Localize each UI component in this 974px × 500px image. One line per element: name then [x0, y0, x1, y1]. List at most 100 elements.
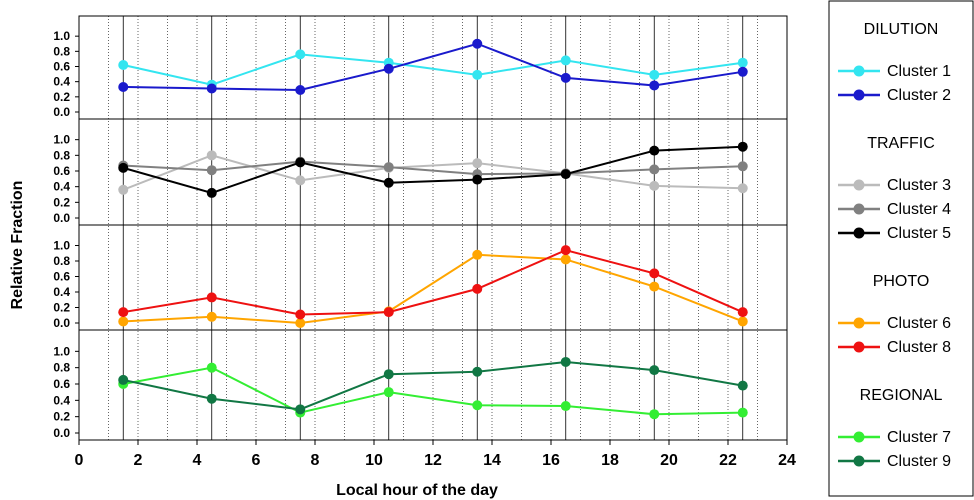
data-point-cluster-9 — [206, 393, 217, 404]
legend-entry-label: Cluster 8 — [887, 339, 951, 356]
data-point-cluster-7 — [560, 401, 571, 412]
x-tick-label: 10 — [365, 452, 383, 469]
data-point-cluster-8 — [737, 307, 748, 318]
x-axis-title: Local hour of the day — [336, 482, 498, 499]
data-point-cluster-9 — [560, 356, 571, 367]
y-tick-label: 0.8 — [53, 148, 70, 162]
legend-entry-label: Cluster 2 — [887, 87, 951, 104]
legend-entry-label: Cluster 6 — [887, 315, 951, 332]
y-tick-label: 0.0 — [53, 316, 70, 330]
series-line-cluster-4 — [123, 160, 743, 176]
data-point-cluster-5 — [383, 177, 394, 188]
x-tick-label: 8 — [311, 452, 320, 469]
grid-layer — [108, 16, 758, 440]
data-point-cluster-5 — [472, 174, 483, 185]
legend-group-title: DILUTION — [864, 21, 939, 38]
series-line-cluster-2 — [123, 42, 743, 92]
y-tick-label: 1.0 — [53, 344, 70, 358]
data-point-cluster-6 — [737, 316, 748, 327]
data-point-cluster-2 — [560, 72, 571, 83]
x-tick-label: 4 — [193, 452, 202, 469]
data-point-cluster-6 — [649, 281, 660, 292]
y-tick-label: 0.6 — [53, 377, 70, 391]
data-point-cluster-6 — [206, 311, 217, 322]
data-point-cluster-1 — [649, 69, 660, 80]
data-point-cluster-8 — [295, 309, 306, 320]
data-point-cluster-4 — [737, 161, 748, 172]
data-point-cluster-2 — [472, 38, 483, 49]
y-tick-label: 0.8 — [53, 44, 70, 58]
series-line-cluster-3 — [122, 154, 743, 191]
data-point-cluster-5 — [295, 157, 306, 168]
legend-marker — [853, 89, 865, 101]
legend-entry-label: Cluster 5 — [887, 225, 951, 242]
legend-marker — [853, 341, 865, 353]
data-point-cluster-7 — [206, 362, 217, 373]
y-tick-label: 0.2 — [53, 410, 70, 424]
y-axis-title: Relative Fraction — [9, 181, 26, 310]
series-line-cluster-9 — [123, 360, 743, 411]
legend-entry-label: Cluster 3 — [887, 177, 951, 194]
x-tick-label: 0 — [75, 452, 84, 469]
data-point-cluster-5 — [206, 187, 217, 198]
data-point-cluster-7 — [737, 407, 748, 418]
legend-entry-label: Cluster 1 — [887, 63, 951, 80]
legend-marker — [853, 227, 865, 239]
data-point-cluster-2 — [206, 83, 217, 94]
y-tick-label: 0.2 — [53, 90, 70, 104]
data-point-cluster-2 — [383, 63, 394, 74]
data-point-cluster-5 — [118, 162, 129, 173]
data-point-cluster-4 — [206, 165, 217, 176]
data-point-cluster-9 — [118, 374, 129, 385]
data-point-cluster-8 — [383, 307, 394, 318]
legend-marker — [853, 317, 865, 329]
legend-marker — [853, 431, 865, 443]
data-point-cluster-9 — [649, 365, 660, 376]
legend-group-title: TRAFFIC — [867, 135, 935, 152]
data-point-cluster-6 — [472, 249, 483, 260]
data-point-cluster-1 — [737, 57, 748, 68]
data-point-cluster-4 — [649, 164, 660, 175]
axis-layer: 0.00.20.40.60.81.00.00.20.40.60.81.00.00… — [53, 29, 796, 469]
y-tick-label: 0.0 — [53, 211, 70, 225]
data-point-cluster-7 — [649, 409, 660, 420]
data-point-cluster-8 — [206, 292, 217, 303]
series-line-cluster-6 — [123, 253, 744, 325]
x-tick-label: 12 — [424, 452, 442, 469]
data-point-cluster-5 — [737, 141, 748, 152]
x-tick-label: 24 — [778, 452, 796, 469]
data-point-cluster-8 — [118, 307, 129, 318]
data-point-cluster-2 — [737, 66, 748, 77]
legend-entry-label: Cluster 7 — [887, 429, 951, 446]
data-point-cluster-9 — [383, 369, 394, 380]
x-tick-label: 18 — [601, 452, 619, 469]
series-layer — [118, 38, 748, 420]
data-point-cluster-8 — [472, 283, 483, 294]
data-point-cluster-4 — [383, 162, 394, 173]
legend-marker — [853, 203, 865, 215]
data-point-cluster-6 — [560, 254, 571, 265]
legend-group-title: PHOTO — [873, 273, 930, 290]
series-line-cluster-1 — [123, 53, 743, 86]
legend-marker — [853, 455, 865, 467]
y-tick-label: 0.0 — [53, 426, 70, 440]
data-point-cluster-2 — [295, 85, 306, 96]
data-point-cluster-8 — [560, 245, 571, 256]
y-tick-label: 0.8 — [53, 254, 70, 268]
x-tick-label: 16 — [542, 452, 560, 469]
series-line-cluster-8 — [123, 249, 744, 316]
legend-marker — [853, 179, 865, 191]
data-point-cluster-1 — [118, 59, 129, 70]
y-tick-label: 1.0 — [53, 29, 70, 43]
x-tick-label: 22 — [719, 452, 737, 469]
y-tick-label: 0.6 — [53, 270, 70, 284]
y-tick-label: 0.2 — [53, 301, 70, 315]
data-point-cluster-3 — [472, 158, 483, 169]
series-line-cluster-5 — [122, 145, 743, 194]
y-tick-label: 0.4 — [53, 180, 70, 194]
y-tick-label: 0.0 — [53, 105, 70, 119]
data-point-cluster-7 — [472, 400, 483, 411]
data-point-cluster-7 — [383, 387, 394, 398]
data-point-cluster-9 — [472, 366, 483, 377]
y-tick-label: 1.0 — [53, 239, 70, 253]
